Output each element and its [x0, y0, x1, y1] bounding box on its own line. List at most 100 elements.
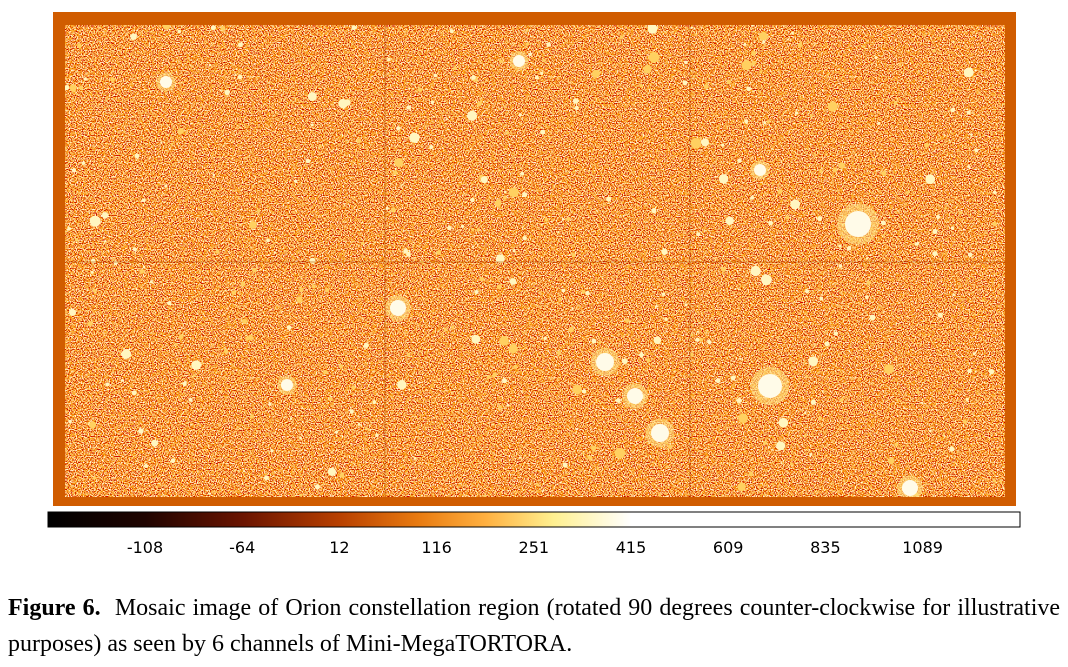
star — [248, 335, 254, 340]
star — [470, 197, 475, 203]
star — [967, 165, 971, 169]
star — [142, 265, 146, 269]
star — [68, 308, 77, 316]
star — [429, 145, 434, 150]
star — [162, 25, 166, 28]
figure: -108 -64 12 116 251 415 609 835 1089 — [47, 12, 1021, 557]
star — [372, 418, 376, 422]
star — [803, 434, 807, 438]
star — [513, 55, 525, 67]
star — [924, 142, 930, 148]
star — [263, 475, 269, 481]
star — [739, 357, 742, 360]
star — [78, 85, 84, 91]
star — [925, 174, 936, 184]
star — [814, 153, 817, 157]
star — [739, 408, 743, 412]
star — [74, 237, 79, 242]
star — [305, 158, 311, 164]
star — [585, 290, 590, 296]
star — [449, 29, 454, 34]
star — [768, 220, 773, 226]
star — [750, 196, 755, 200]
star — [97, 368, 100, 371]
star — [215, 249, 220, 254]
star — [242, 469, 246, 473]
star — [795, 111, 799, 115]
star — [819, 169, 823, 173]
star — [103, 239, 107, 243]
star — [581, 289, 586, 294]
star — [234, 73, 237, 76]
star — [558, 297, 562, 301]
star — [436, 266, 440, 270]
star — [519, 449, 522, 453]
star — [970, 133, 973, 136]
star — [741, 60, 752, 71]
star — [699, 337, 704, 342]
star — [101, 212, 109, 219]
star — [324, 288, 330, 293]
star — [343, 99, 351, 106]
star — [544, 218, 549, 222]
star — [494, 199, 502, 207]
star — [562, 218, 565, 221]
star — [486, 375, 491, 380]
image-noise — [65, 25, 1005, 497]
star — [357, 422, 361, 426]
star — [160, 141, 163, 144]
star — [141, 198, 146, 203]
star — [237, 74, 243, 80]
star — [667, 444, 672, 449]
star — [506, 403, 510, 407]
star — [839, 397, 844, 403]
star — [966, 110, 971, 115]
star — [639, 352, 644, 358]
star — [703, 84, 709, 90]
star — [479, 99, 483, 103]
star — [657, 256, 660, 260]
star — [270, 449, 274, 452]
star — [763, 121, 767, 125]
star — [906, 190, 910, 194]
star — [614, 447, 626, 459]
star — [619, 35, 624, 39]
star — [492, 372, 497, 378]
star — [191, 360, 202, 371]
star — [385, 206, 389, 210]
star — [518, 456, 522, 459]
star — [655, 304, 659, 308]
star — [571, 306, 574, 310]
star — [682, 80, 688, 86]
star — [224, 89, 230, 96]
star — [575, 427, 578, 431]
star — [881, 170, 887, 176]
star — [401, 183, 404, 186]
star — [725, 216, 734, 226]
star — [67, 227, 71, 231]
star — [238, 42, 243, 48]
star — [893, 357, 897, 361]
star — [965, 397, 969, 402]
star — [865, 295, 869, 299]
star — [351, 25, 357, 31]
star — [557, 230, 560, 234]
star — [506, 130, 510, 135]
star — [902, 480, 918, 496]
star — [476, 227, 480, 232]
star — [393, 170, 398, 175]
star — [365, 426, 368, 430]
star — [513, 364, 518, 369]
star — [447, 225, 452, 231]
star — [767, 446, 771, 449]
star — [776, 336, 779, 339]
star — [68, 419, 72, 424]
star — [974, 148, 979, 153]
star — [932, 49, 936, 53]
star — [90, 258, 96, 264]
star — [805, 374, 809, 378]
star — [962, 419, 967, 424]
star — [762, 440, 767, 445]
star — [339, 472, 345, 478]
